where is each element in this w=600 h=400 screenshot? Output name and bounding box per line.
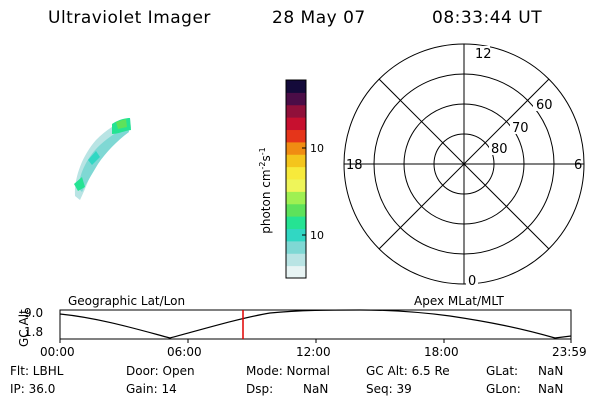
- alt-ytick-low: 1.8: [24, 325, 44, 339]
- lat-label-60: 60: [536, 98, 553, 113]
- colorbar-unit-label: photon cm-2s-1: [257, 147, 273, 234]
- colorbar-segment: [286, 216, 306, 230]
- alt-xtick-2359: 23:59: [552, 345, 587, 359]
- colorbar-segment: [286, 166, 306, 180]
- lat-label-80: 80: [491, 142, 508, 157]
- colorbar-segment: [286, 117, 306, 131]
- polar-ring-60: [373, 73, 555, 255]
- alt-ytick-high: 9.0: [24, 306, 44, 320]
- colorbar-segment: [286, 104, 306, 118]
- status-dsp-value: NaN: [303, 382, 329, 396]
- alt-xtick-1800: 18:00: [424, 345, 459, 359]
- aurora-emission: [74, 118, 131, 200]
- instrument-title: Ultraviolet Imager: [48, 8, 211, 28]
- alt-plot-right-title: Apex MLat/MLT: [414, 294, 504, 308]
- colorbar-segment: [286, 240, 306, 254]
- date-label: 28 May 07: [272, 8, 366, 28]
- alt-xtick-0600: 06:00: [167, 345, 202, 359]
- status-glat-value: NaN: [538, 364, 564, 378]
- status-ip: IP: 36.0: [10, 382, 56, 396]
- time-label: 08:33:44 UT: [432, 8, 543, 28]
- colorbar: 100 10: [285, 79, 324, 279]
- status-door: Door: Open: [126, 364, 195, 378]
- alt-plot-frame: [59, 309, 572, 340]
- colorbar-segment: [286, 129, 306, 143]
- colorbar-segment: [286, 92, 306, 106]
- status-glon-label: GLon:: [486, 382, 521, 396]
- status-gain: Gain: 14: [126, 382, 177, 396]
- colorbar-label-10: 10: [310, 229, 324, 242]
- status-flt: Flt: LBHL: [10, 364, 64, 378]
- alt-xtick-1200: 12:00: [296, 345, 331, 359]
- status-dsp-label: Dsp:: [246, 382, 274, 396]
- mlt-label-0: 0: [468, 274, 476, 289]
- colorbar-label-100: 100: [310, 142, 324, 155]
- colorbar-segment: [286, 253, 306, 267]
- mlt-label-6: 6: [574, 158, 582, 173]
- lat-label-70: 70: [512, 121, 529, 136]
- alt-xtick-0000: 00:00: [40, 345, 75, 359]
- polar-diagonal-1: [378, 78, 550, 250]
- polar-ring-80: [433, 133, 495, 195]
- alt-curve: [59, 309, 572, 339]
- colorbar-segment: [286, 265, 306, 279]
- mlt-label-18: 18: [346, 158, 363, 173]
- colorbar-segment: [286, 228, 306, 242]
- colorbar-segment: [286, 203, 306, 217]
- colorbar-segment: [286, 80, 306, 93]
- colorbar-segment: [286, 154, 306, 168]
- colorbar-segment: [286, 191, 306, 205]
- mlt-label-12: 12: [475, 47, 492, 62]
- polar-ring-70: [403, 103, 525, 225]
- status-seq: Seq: 39: [366, 382, 412, 396]
- status-mode: Mode: Normal: [246, 364, 330, 378]
- colorbar-segment: [286, 179, 306, 192]
- status-gc-alt: GC Alt: 6.5 Re: [366, 364, 450, 378]
- status-glon-value: NaN: [538, 382, 564, 396]
- polar-ring-outer: [343, 43, 585, 285]
- status-glat-label: GLat:: [486, 364, 519, 378]
- colorbar-segment: [286, 141, 306, 155]
- alt-plot-left-title: Geographic Lat/Lon: [68, 294, 186, 308]
- polar-diagonal-2: [378, 78, 550, 250]
